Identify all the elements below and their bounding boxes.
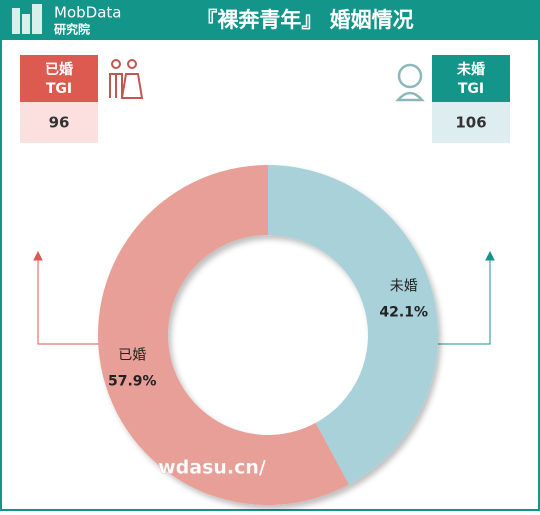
- tgi-sub: TGI: [458, 81, 484, 97]
- segment-name: 已婚: [118, 347, 146, 363]
- couple-icon: [109, 59, 144, 99]
- tgi-value-box: [432, 102, 510, 143]
- logo-sub: 研究院: [54, 22, 90, 37]
- title: 『裸奔青年』 婚姻情况: [196, 8, 413, 32]
- donut: [97, 165, 438, 505]
- tgi-header: [432, 55, 510, 102]
- connector-left: [33, 250, 100, 345]
- connector-right: [437, 250, 495, 345]
- value-label: 42.1%: [379, 305, 428, 321]
- watermark: wdasu.cn/: [158, 457, 266, 479]
- logo-text: MobData: [54, 4, 121, 22]
- donut-segment: [97, 165, 349, 505]
- tgi-header: [20, 55, 98, 102]
- tgi-value: 106: [455, 114, 486, 132]
- logo-icon: [12, 4, 42, 34]
- segment-name: 未婚: [390, 279, 418, 295]
- value-label: 57.9%: [108, 373, 157, 389]
- tgi-label: 已婚: [45, 61, 73, 78]
- tgi-value-box: [20, 102, 98, 143]
- donut-segment: [268, 165, 438, 485]
- tgi-label: 未婚: [457, 61, 485, 78]
- tgi-sub: TGI: [46, 81, 72, 97]
- person-icon: [395, 63, 425, 102]
- tgi-value: 96: [49, 114, 70, 132]
- header-bar: [0, 0, 540, 40]
- labels: 未婚 42.1% 已婚 57.9%: [108, 279, 428, 390]
